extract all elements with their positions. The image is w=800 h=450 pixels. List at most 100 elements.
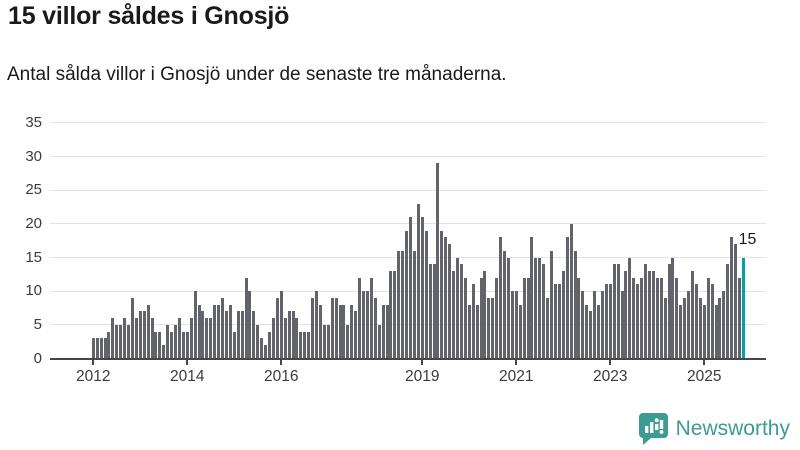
bar (342, 304, 346, 359)
y-axis-label-30: 30 (25, 147, 42, 165)
bar (573, 250, 577, 359)
bar (491, 297, 495, 359)
bar (503, 250, 507, 359)
x-tick-2025 (703, 359, 706, 365)
x-axis-label-2025: 2025 (687, 367, 722, 385)
bar (632, 277, 636, 359)
bar (354, 311, 358, 359)
bar (698, 297, 702, 359)
bar (628, 257, 632, 359)
y-axis-label-25: 25 (25, 181, 42, 199)
bar (252, 311, 256, 359)
bar (224, 311, 228, 359)
bar (522, 277, 526, 359)
bar (358, 277, 362, 359)
bar (644, 264, 648, 359)
y-axis-label-20: 20 (25, 214, 42, 232)
bar (401, 250, 405, 359)
bar (189, 318, 193, 359)
bar (651, 271, 655, 359)
bar (452, 271, 456, 359)
y-axis-label-0: 0 (33, 349, 42, 367)
bar (667, 264, 671, 359)
gridline-y-25 (50, 189, 766, 191)
bar (550, 250, 554, 359)
bar (608, 284, 612, 359)
bar (103, 338, 107, 359)
bar (326, 324, 330, 359)
bar (318, 304, 322, 359)
bar (373, 297, 377, 359)
bar (311, 297, 315, 359)
bar (561, 271, 565, 359)
bar (679, 304, 683, 359)
bar (154, 331, 158, 359)
bar (334, 297, 338, 359)
bar (119, 324, 123, 359)
bar (534, 257, 538, 359)
page-title: 15 villor såldes i Gnosjö (8, 2, 290, 30)
bar (150, 318, 154, 359)
bar (687, 291, 691, 359)
bar (581, 291, 585, 359)
bar (322, 324, 326, 359)
bar (557, 284, 561, 359)
bar (283, 318, 287, 359)
bar (213, 304, 217, 359)
bar (616, 264, 620, 359)
bar (428, 264, 432, 359)
bar (499, 237, 503, 359)
bar-chart-speech-bubble-icon (638, 413, 668, 445)
bar (185, 331, 189, 359)
bar (463, 277, 467, 359)
bar (209, 318, 213, 359)
bar (177, 318, 181, 359)
bar (291, 311, 295, 359)
y-axis-label-15: 15 (25, 248, 42, 266)
bar (479, 277, 483, 359)
bar (444, 237, 448, 359)
bar (201, 311, 205, 359)
bar (663, 297, 667, 359)
bar (244, 277, 248, 359)
bar (471, 284, 475, 359)
bar (546, 297, 550, 359)
bar (279, 291, 283, 359)
bar (475, 304, 479, 359)
bar (530, 237, 534, 359)
bar (205, 318, 209, 359)
bar (393, 271, 397, 359)
bar (338, 304, 342, 359)
x-axis-label-2023: 2023 (593, 367, 628, 385)
bar (397, 250, 401, 359)
bar (111, 318, 115, 359)
gridline-y-30 (50, 156, 766, 158)
bar (181, 331, 185, 359)
bar (612, 264, 616, 359)
y-axis-label-5: 5 (33, 315, 42, 333)
bar (228, 304, 232, 359)
bar (405, 230, 409, 359)
newsworthy-logo: Newsworthy (638, 412, 790, 445)
bar (275, 297, 279, 359)
bar (381, 304, 385, 359)
bar (287, 311, 291, 359)
bar (385, 304, 389, 359)
bar (718, 297, 722, 359)
bar (577, 277, 581, 359)
bar (303, 331, 307, 359)
bar (91, 338, 95, 359)
bar (130, 297, 134, 359)
x-axis-label-2014: 2014 (170, 367, 205, 385)
bar (369, 277, 373, 359)
bar (483, 271, 487, 359)
bar (640, 277, 644, 359)
bar (585, 304, 589, 359)
bar (600, 291, 604, 359)
bar (671, 257, 675, 359)
bar (553, 284, 557, 359)
x-axis-line (50, 357, 766, 360)
bar (495, 277, 499, 359)
bar (107, 331, 111, 359)
bar (604, 284, 608, 359)
